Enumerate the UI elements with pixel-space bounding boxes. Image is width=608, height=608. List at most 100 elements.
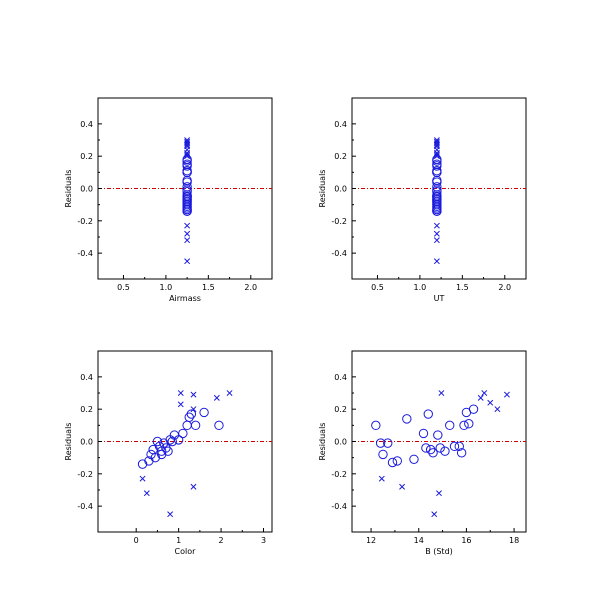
- data-point-circle: [186, 409, 197, 419]
- x-axis-label: Airmass: [169, 294, 201, 303]
- data-point-circle: [464, 419, 474, 429]
- x-tick-label: 1: [176, 536, 181, 545]
- x-tick-label: 1.0: [414, 283, 427, 292]
- data-point-x: [213, 394, 220, 401]
- data-point-circle: [378, 449, 388, 460]
- y-tick-label: 0.0: [334, 185, 347, 194]
- x-axis-label: UT: [434, 294, 445, 303]
- data-point-x: [226, 390, 233, 396]
- data-point-circle: [409, 454, 419, 464]
- data-point-circle: [178, 428, 188, 439]
- data-point-circle: [182, 206, 192, 216]
- data-point-x: [190, 391, 197, 398]
- data-point-circle: [423, 409, 433, 419]
- data-point-x: [184, 151, 191, 158]
- x-axis-label: B (Std): [425, 547, 453, 556]
- x-tick-label: 2: [219, 536, 224, 545]
- x-tick-label: 0.5: [371, 283, 384, 292]
- data-point-circle: [425, 444, 436, 455]
- y-tick-label: -0.4: [331, 249, 347, 258]
- x-tick-label: 16: [461, 536, 471, 545]
- data-point-circle: [190, 420, 201, 431]
- data-point-x: [184, 149, 191, 156]
- data-point-circle: [199, 407, 209, 418]
- data-point-circle: [428, 448, 438, 458]
- data-point-circle: [163, 446, 173, 456]
- y-tick-label: -0.2: [331, 217, 347, 226]
- data-point-circle: [445, 420, 455, 431]
- data-point-x: [184, 230, 191, 237]
- data-point-circle: [383, 438, 393, 448]
- data-point-x: [481, 390, 488, 396]
- data-point-circle: [432, 206, 442, 216]
- y-tick-label: -0.4: [331, 502, 347, 511]
- data-point-circle: [392, 456, 402, 466]
- y-tick-label: -0.4: [77, 249, 93, 258]
- data-point-x: [143, 490, 150, 497]
- plot-panel-2: 0.5 1.0 1.5 2.0 -0.4 -0.2 0.0 0.2 0.4 UT Residuals: [318, 97, 527, 303]
- data-point-x: [139, 475, 146, 482]
- data-point-circle: [468, 404, 479, 414]
- x-tick-label: 2.0: [498, 283, 511, 292]
- data-point-x: [167, 511, 174, 518]
- y-tick-label: 0.4: [80, 373, 93, 382]
- data-point-x: [436, 490, 442, 497]
- y-tick-label: -0.2: [77, 470, 93, 479]
- x-tick-label: 2.0: [244, 283, 257, 292]
- data-point-x: [184, 237, 191, 244]
- x-tick-label: 1.5: [202, 283, 215, 292]
- data-point-x: [433, 143, 440, 150]
- y-tick-label: 0.2: [80, 405, 93, 414]
- data-point-circle: [214, 420, 224, 431]
- data-point-circle: [449, 441, 460, 452]
- x-tick-label: 14: [414, 536, 424, 545]
- data-point-x: [433, 151, 440, 158]
- data-point-circle: [161, 443, 171, 453]
- data-point-x: [184, 222, 191, 229]
- y-tick-label: 0.4: [80, 120, 93, 129]
- x-tick-label: 0: [134, 536, 139, 545]
- x-tick-label: 12: [366, 536, 376, 545]
- y-tick-label: 0.4: [334, 373, 347, 382]
- plot-panel-4: 12 14 16 18 -0.4 -0.2 0.0 0.2 0.4 B (Std) Residual…: [318, 350, 527, 556]
- data-point-x: [184, 143, 191, 150]
- data-point-circle: [387, 457, 398, 468]
- x-tick-label: 0.5: [117, 283, 130, 292]
- y-tick-label: -0.2: [331, 470, 347, 479]
- data-point-x: [433, 141, 440, 148]
- y-tick-label: 0.2: [334, 152, 347, 161]
- data-point-circle: [454, 441, 464, 452]
- data-point-x: [487, 399, 494, 406]
- data-point-x: [177, 401, 184, 408]
- x-axis-label: Color: [175, 547, 197, 556]
- y-tick-label: 0.4: [334, 120, 347, 129]
- y-tick-label: 0.0: [80, 185, 93, 194]
- y-axis-label: Residuals: [318, 423, 327, 461]
- data-point-x: [431, 511, 438, 518]
- data-point-circle: [152, 436, 163, 447]
- data-point-circle: [371, 420, 381, 431]
- data-point-x: [184, 141, 191, 148]
- data-point-circle: [435, 443, 445, 453]
- y-tick-label: 0.2: [80, 152, 93, 161]
- y-axis-label: Residuals: [318, 170, 327, 208]
- y-axis-label: Residuals: [64, 423, 73, 461]
- data-point-x: [433, 149, 440, 156]
- y-tick-label: -0.2: [77, 217, 93, 226]
- data-point-x: [190, 406, 197, 413]
- x-tick-label: 18: [509, 536, 519, 545]
- x-tick-label: 3: [261, 536, 266, 545]
- y-tick-label: -0.4: [77, 502, 93, 511]
- data-point-circle: [418, 428, 429, 439]
- data-point-circle: [173, 435, 184, 445]
- data-point-x: [190, 483, 197, 490]
- y-tick-label: 0.0: [334, 438, 347, 447]
- data-point-x: [378, 475, 385, 482]
- x-tick-label: 1.5: [456, 283, 469, 292]
- data-point-circle: [167, 436, 177, 447]
- data-point-circle: [184, 412, 194, 422]
- data-point-circle: [459, 420, 469, 431]
- data-point-x: [433, 258, 440, 265]
